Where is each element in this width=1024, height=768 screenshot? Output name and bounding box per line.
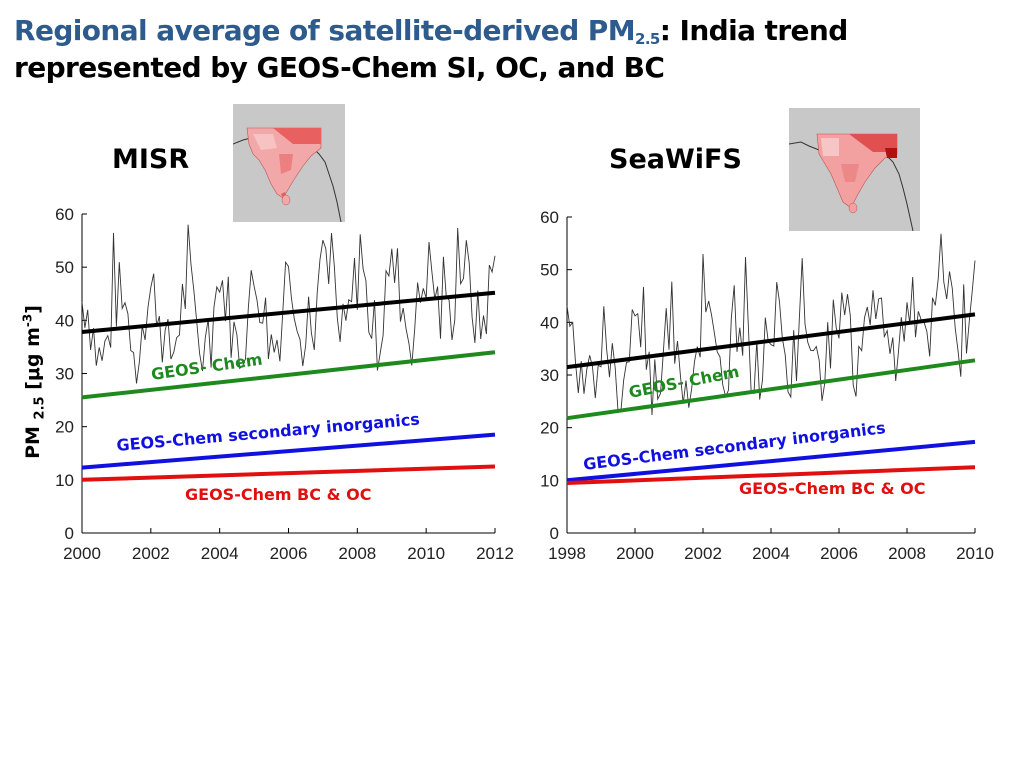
x-tick-label: 2004: [752, 544, 790, 563]
title-part2: : India trend represented by GEOS-Chem S…: [14, 14, 848, 84]
series-label: GEOS-Chem BC & OC: [185, 485, 371, 504]
model-trend-line: [81, 464, 496, 482]
slide-title: Regional average of satellite-derived PM…: [14, 12, 1014, 86]
x-tick-label: 2002: [684, 544, 722, 563]
model-trend-line: [81, 350, 496, 400]
x-tick-label: 1998: [548, 544, 586, 563]
y-tick-label: 20: [540, 419, 559, 438]
x-tick-label: 2000: [63, 544, 101, 563]
y-tick-label: 40: [540, 313, 559, 332]
x-tick-label: 2006: [270, 544, 308, 563]
misr-india-map-thumbnail: [233, 104, 345, 222]
y-tick-label: 0: [65, 524, 74, 543]
x-tick-label: 2010: [407, 544, 445, 563]
x-tick-label: 2012: [476, 544, 514, 563]
y-tick-label: 60: [540, 208, 559, 227]
y-tick-label: 50: [55, 258, 74, 277]
monthly-observation-line: [566, 233, 976, 416]
y-tick-label: 10: [540, 471, 559, 490]
model-trend-line: [566, 439, 976, 483]
observed-trend-line: [566, 312, 976, 370]
y-tick-label: 30: [55, 365, 74, 384]
y-tick-label: 10: [55, 471, 74, 490]
seawifs-india-map-thumbnail: [789, 108, 920, 231]
title-subscript: 2.5: [634, 30, 660, 48]
y-tick-label: 60: [55, 205, 74, 224]
y-tick-label: 50: [540, 261, 559, 280]
y-tick-label: 30: [540, 366, 559, 385]
panel-title-seawifs: SeaWiFS: [609, 144, 742, 175]
model-trend-line: [566, 358, 976, 421]
x-tick-label: 2008: [338, 544, 376, 563]
panel-title-misr: MISR: [112, 144, 190, 175]
series-label: GEOS-Chem BC & OC: [739, 479, 925, 498]
title-part1: Regional average of satellite-derived PM: [14, 14, 636, 47]
x-tick-label: 2008: [888, 544, 926, 563]
model-trend-line: [81, 432, 496, 470]
x-tick-label: 2002: [132, 544, 170, 563]
x-tick-label: 2006: [820, 544, 858, 563]
observed-trend-line: [81, 290, 496, 334]
x-tick-label: 2004: [201, 544, 239, 563]
y-tick-label: 0: [550, 524, 559, 543]
y-tick-label: 40: [55, 311, 74, 330]
model-trend-line: [566, 465, 976, 485]
x-tick-label: 2000: [616, 544, 654, 563]
x-tick-label: 2010: [956, 544, 994, 563]
y-tick-label: 20: [55, 418, 74, 437]
